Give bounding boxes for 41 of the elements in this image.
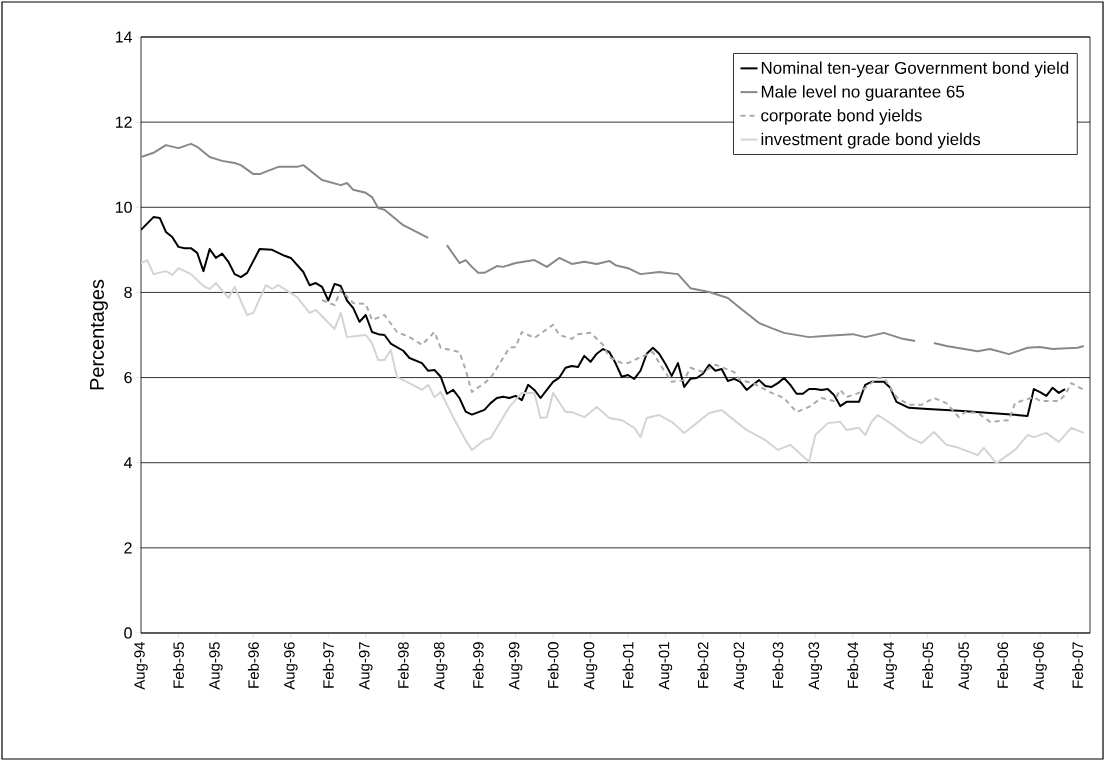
x-tick-label: Feb-03 <box>772 642 784 688</box>
x-tick-label: Feb-98 <box>397 642 409 688</box>
x-tick-label: Aug-94 <box>134 641 148 690</box>
x-tick-label: Aug-99 <box>508 642 523 690</box>
y-tick-label: 2 <box>124 542 132 554</box>
line-series <box>141 259 1085 465</box>
legend-label: investment grade bond yields <box>761 132 981 149</box>
y-tick-label: 12 <box>115 116 132 128</box>
legend-label: corporate bond yields <box>761 108 922 125</box>
x-tick-label: Aug-04 <box>883 641 897 690</box>
x-tick-label: Feb-05 <box>922 642 934 688</box>
y-axis-title: Percentages <box>90 279 108 390</box>
x-tick-label: Feb-01 <box>622 642 634 688</box>
x-tick-label: Aug-98 <box>433 642 448 690</box>
y-tick-label: 0 <box>124 627 132 639</box>
legend-label: Male level no guarantee 65 <box>761 85 965 102</box>
x-tick-label: Aug-05 <box>958 642 972 690</box>
x-tick-label: Aug-02 <box>733 642 748 690</box>
y-tick-label: 4 <box>123 457 133 469</box>
legend-label: Nominal ten-year Government bond yield <box>761 61 1069 78</box>
x-tick-label: Aug-97 <box>358 642 373 690</box>
x-tick-label: Feb-97 <box>322 642 334 688</box>
x-tick-label: Aug-95 <box>209 642 223 690</box>
x-tick-label: Feb-02 <box>697 642 709 688</box>
x-tick-label: Feb-95 <box>172 642 184 688</box>
x-tick-label: Aug-06 <box>1033 642 1047 690</box>
y-tick-label: 14 <box>115 31 132 43</box>
x-tick-label: Feb-07 <box>1072 642 1084 688</box>
x-tick-label: Aug-96 <box>284 642 298 690</box>
x-tick-label: Aug-01 <box>658 642 673 690</box>
x-tick-label: Aug-03 <box>808 642 823 690</box>
x-tick-label: Aug-00 <box>583 642 598 690</box>
x-tick-label: Feb-99 <box>472 642 484 688</box>
x-tick-label: Feb-96 <box>247 642 259 688</box>
x-tick-label: Feb-00 <box>547 642 559 688</box>
x-tick-label: Feb-06 <box>997 642 1009 688</box>
y-tick-label: 8 <box>124 286 132 299</box>
y-tick-label: 6 <box>124 371 132 384</box>
y-tick-label: 10 <box>115 201 132 213</box>
x-tick-label: Feb-04 <box>847 641 859 688</box>
line-series <box>321 288 1085 423</box>
